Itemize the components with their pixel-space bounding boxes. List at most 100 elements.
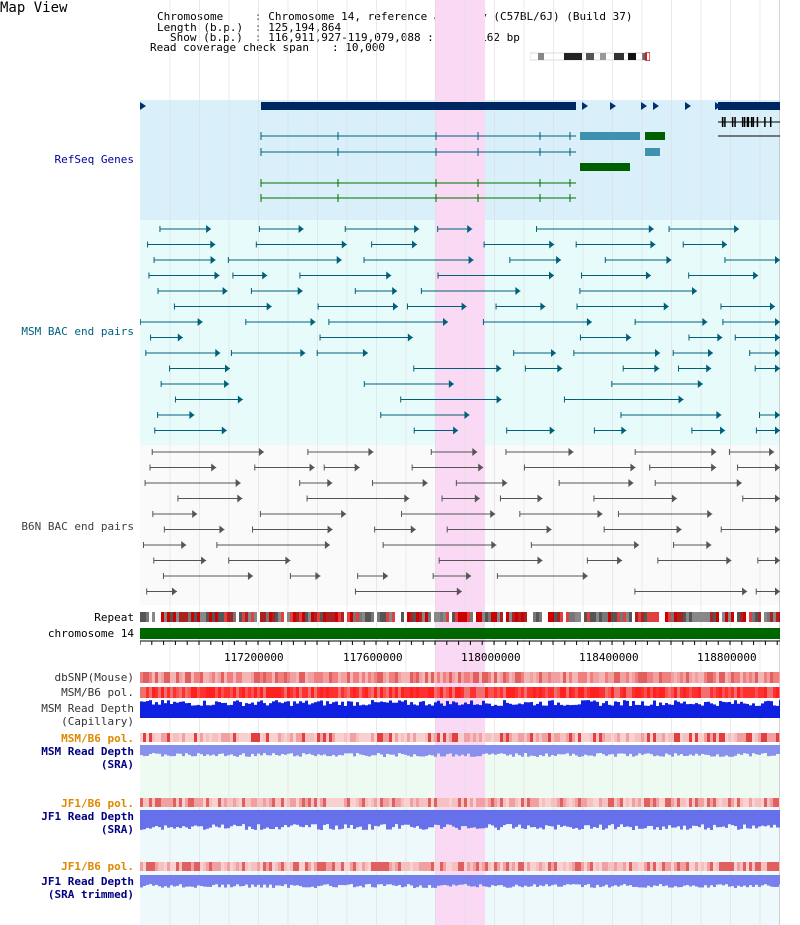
depth-mark: [635, 810, 638, 826]
pol-mark: [263, 733, 266, 742]
depth-mark: [515, 875, 518, 885]
pol-mark: [770, 687, 773, 698]
pol-mark: [230, 687, 233, 698]
pol-mark: [731, 733, 734, 742]
exon-block: [580, 132, 640, 140]
repeat-mark: [527, 612, 530, 622]
repeat-mark: [689, 612, 692, 622]
depth-mark: [668, 704, 671, 718]
depth-mark: [314, 702, 317, 718]
depth-mark: [266, 705, 269, 718]
dbsnp-mark: [392, 672, 395, 683]
pol-mark: [149, 733, 152, 742]
pol-mark: [491, 687, 494, 698]
pol-mark: [344, 798, 347, 807]
depth-mark: [437, 875, 440, 886]
pol-mark: [482, 862, 485, 871]
depth-mark: [527, 702, 530, 718]
depth-mark: [194, 810, 197, 826]
pol-mark: [395, 733, 398, 742]
pol-mark: [617, 687, 620, 698]
pol-mark: [539, 862, 542, 871]
pol-mark: [758, 862, 761, 871]
dbsnp-mark: [641, 672, 644, 683]
pol-mark: [251, 862, 254, 871]
pol-mark: [473, 687, 476, 698]
depth-mark: [185, 703, 188, 718]
pol-mark: [284, 798, 287, 807]
bac-end: [650, 240, 656, 249]
pol-mark: [779, 733, 780, 742]
depth-mark: [353, 875, 356, 888]
depth-mark: [467, 810, 470, 829]
dbsnp-mark: [206, 672, 209, 683]
pol-mark: [248, 798, 251, 807]
coverage-value: : 10,000: [332, 41, 385, 54]
genome-map-canvas[interactable]: [140, 0, 780, 925]
depth-mark: [392, 810, 395, 828]
pol-mark: [212, 687, 215, 698]
pol-mark: [605, 798, 608, 807]
repeat-mark: [650, 612, 653, 622]
pol-mark: [203, 862, 206, 871]
pol-mark: [551, 862, 554, 871]
depth-mark: [719, 810, 722, 828]
depth-mark: [665, 745, 668, 754]
pol-mark: [149, 687, 152, 698]
pol-mark: [701, 687, 704, 698]
pol-mark: [257, 733, 260, 742]
dbsnp-mark: [749, 672, 752, 683]
dbsnp-mark: [362, 672, 365, 683]
pol-mark: [605, 862, 608, 871]
depth-mark: [368, 745, 371, 757]
repeat-mark: [686, 612, 689, 622]
pol-mark: [260, 862, 263, 871]
bac-end: [354, 463, 360, 472]
depth-mark: [146, 810, 149, 828]
depth-mark: [662, 745, 665, 757]
label-line: MSM Read Depth: [41, 702, 134, 715]
depth-mark: [482, 745, 485, 755]
repeat-mark: [185, 612, 188, 622]
depth-mark: [239, 745, 242, 755]
repeat-mark: [404, 612, 407, 622]
depth-mark: [329, 703, 332, 718]
dbsnp-mark: [515, 672, 518, 683]
pol-mark: [725, 862, 728, 871]
pol-mark: [569, 687, 572, 698]
depth-mark: [428, 810, 431, 828]
dbsnp-mark: [536, 672, 539, 683]
pol-mark: [230, 798, 233, 807]
bac-end: [717, 333, 723, 342]
pol-mark: [392, 687, 395, 698]
depth-mark: [620, 745, 623, 754]
depth-mark: [170, 875, 173, 886]
dbsnp-mark: [755, 672, 758, 683]
depth-mark: [695, 703, 698, 718]
msm-bac-label: MSM BAC end pairs: [21, 325, 134, 338]
depth-mark: [653, 810, 656, 830]
pol-mark: [185, 733, 188, 742]
pol-mark: [347, 687, 350, 698]
pol-mark: [674, 733, 677, 742]
pol-mark: [653, 733, 656, 742]
pol-mark: [272, 862, 275, 871]
depth-mark: [188, 702, 191, 718]
depth-mark: [272, 701, 275, 718]
depth-mark: [758, 745, 761, 755]
repeat-mark: [713, 612, 716, 622]
repeat-label: Repeat: [94, 611, 134, 624]
dbsnp-mark: [581, 672, 584, 683]
pol-mark: [299, 862, 302, 871]
dbsnp-mark: [482, 672, 485, 683]
bac-end: [224, 380, 230, 388]
depth-mark: [185, 810, 188, 828]
pol-mark: [509, 798, 512, 807]
pol-mark: [560, 862, 563, 871]
pol-mark: [371, 687, 374, 698]
dbsnp-mark: [491, 672, 494, 683]
depth-mark: [647, 745, 650, 754]
pol-mark: [473, 733, 476, 742]
pol-mark: [245, 798, 248, 807]
depth-mark: [488, 703, 491, 718]
